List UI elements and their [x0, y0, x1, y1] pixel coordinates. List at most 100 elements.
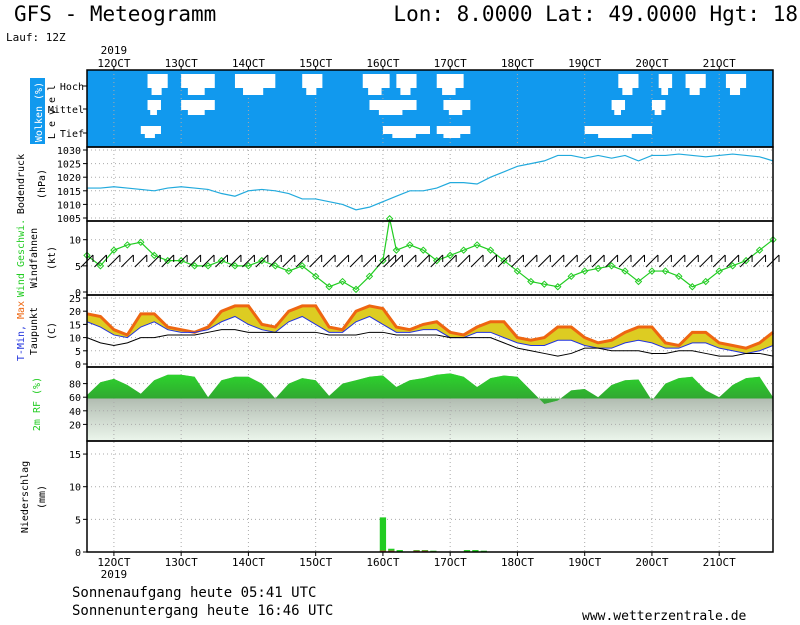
wind-barb	[672, 254, 686, 268]
wind-barb	[268, 254, 282, 268]
cloud-gap	[151, 88, 162, 95]
cloud-gap	[618, 74, 639, 88]
temp-max-line	[86, 304, 774, 350]
wind-barb	[699, 254, 713, 268]
y-axis-label: T-Min, Max	[16, 301, 27, 361]
cloud-gap	[622, 88, 633, 95]
wind-barb	[161, 254, 175, 268]
y-axis-label: Wind Geschwi.	[16, 219, 27, 297]
wind-point	[715, 267, 723, 275]
wind-point	[311, 272, 320, 281]
wind-barb	[376, 254, 390, 268]
wind-point	[110, 246, 118, 254]
wind-barb	[484, 254, 497, 268]
humidity-area	[87, 373, 773, 404]
y-tick-label-humidity-1: 40	[69, 407, 81, 418]
cloud-gap	[443, 100, 471, 110]
cloud-gap	[658, 74, 673, 88]
y-tick-label-temperature-2: 10	[69, 334, 81, 345]
wind-barb	[457, 254, 470, 268]
level-1: Mittel	[48, 105, 84, 116]
x-label-bottom-5: 17OCT	[434, 556, 467, 569]
precip-bar	[472, 550, 479, 552]
x-label-bottom-2: 14OCT	[232, 556, 265, 569]
wind-barb	[282, 254, 296, 268]
wind-point	[702, 277, 710, 286]
cloud-gap	[181, 100, 215, 110]
wind-point	[513, 267, 522, 275]
cloud-gap	[187, 110, 205, 115]
wind-barb	[430, 254, 444, 268]
cloud-gap	[448, 110, 463, 115]
cloud-gap	[661, 88, 669, 95]
wind-barb	[511, 254, 524, 268]
precip-bar	[463, 550, 471, 552]
location-info: Lon: 8.0000 Lat: 49.0000 Hgt: 18	[393, 2, 798, 26]
wind-point	[486, 246, 495, 254]
wind-speed-line	[86, 218, 774, 291]
y-tick-label-precip-1: 5	[75, 515, 81, 526]
wind-barb	[632, 254, 645, 268]
wind-point	[285, 267, 293, 275]
cloud-gap	[187, 88, 205, 95]
cloud-gap	[725, 74, 747, 88]
y-tick-label-wind-1: 5	[75, 262, 81, 273]
y-tick-label-wind-0: 0	[75, 288, 81, 299]
wind-point	[527, 277, 535, 286]
wind-barb	[497, 254, 511, 268]
y-axis-unit: (C)	[47, 322, 58, 340]
wind-barb	[215, 254, 228, 268]
y-axis-label: Niederschlag	[20, 461, 31, 533]
y-tick-label-pressure-3: 1020	[57, 173, 81, 184]
x-label-bottom-4: 16OCT	[366, 556, 399, 569]
model-run: Lauf: 12Z	[6, 31, 66, 44]
y-tick-label-temperature-3: 15	[69, 320, 81, 331]
wind-point	[298, 262, 306, 270]
wind-barb	[753, 254, 766, 268]
y-tick-label-humidity-3: 80	[69, 380, 81, 391]
cloud-gap	[144, 134, 155, 138]
cloud-gap	[436, 126, 471, 134]
wind-point	[675, 272, 683, 281]
wind-barb	[685, 254, 699, 268]
cloud-gap	[396, 74, 417, 88]
pressure-line	[87, 153, 774, 211]
wind-barb	[403, 254, 417, 268]
wind-point	[621, 267, 629, 275]
wind-barb	[578, 254, 592, 268]
wind-point	[271, 262, 280, 270]
wind-barb	[322, 254, 336, 268]
x-label-top-5: 17OCT	[434, 57, 467, 70]
page-title: GFS - Meteogramm	[14, 2, 217, 26]
y-axis-label: 2m RF (%)	[32, 377, 43, 431]
cloud-gap	[181, 74, 215, 88]
precip-bar	[396, 550, 403, 552]
y-tick-label-pressure-1: 1010	[57, 200, 81, 211]
y-axis-label: Wolken (%)	[34, 82, 45, 142]
x-label-bottom-1: 13OCT	[165, 556, 198, 569]
cloud-gap	[378, 110, 403, 115]
y-axis-sublabel: Taupunkt	[29, 307, 40, 355]
wind-barb	[564, 254, 578, 268]
cloud-gap	[302, 74, 323, 88]
wind-barb	[645, 254, 659, 268]
humidity-mask	[87, 367, 773, 404]
wind-barb	[201, 254, 215, 268]
wind-point	[459, 246, 468, 254]
y-tick-label-temperature-4: 20	[69, 307, 81, 318]
panel-frame	[86, 440, 774, 553]
x-label-top-8: 20OCT	[635, 57, 668, 70]
sunrise-text: Sonnenaufgang heute 05:41 UTC	[72, 585, 317, 601]
cloud-gap	[382, 126, 430, 134]
wind-barb	[228, 254, 242, 268]
x-label-top-6: 18OCT	[501, 57, 534, 70]
wind-barb	[390, 254, 403, 268]
wind-point	[688, 283, 697, 291]
cloud-gap	[400, 88, 411, 95]
y-tick-label-humidity-2: 60	[69, 393, 81, 404]
wind-barb	[591, 254, 605, 268]
y-tick-label-pressure-2: 1015	[57, 187, 81, 198]
cloud-gap	[234, 74, 276, 88]
wind-point	[648, 267, 656, 275]
wind-point	[325, 283, 333, 291]
